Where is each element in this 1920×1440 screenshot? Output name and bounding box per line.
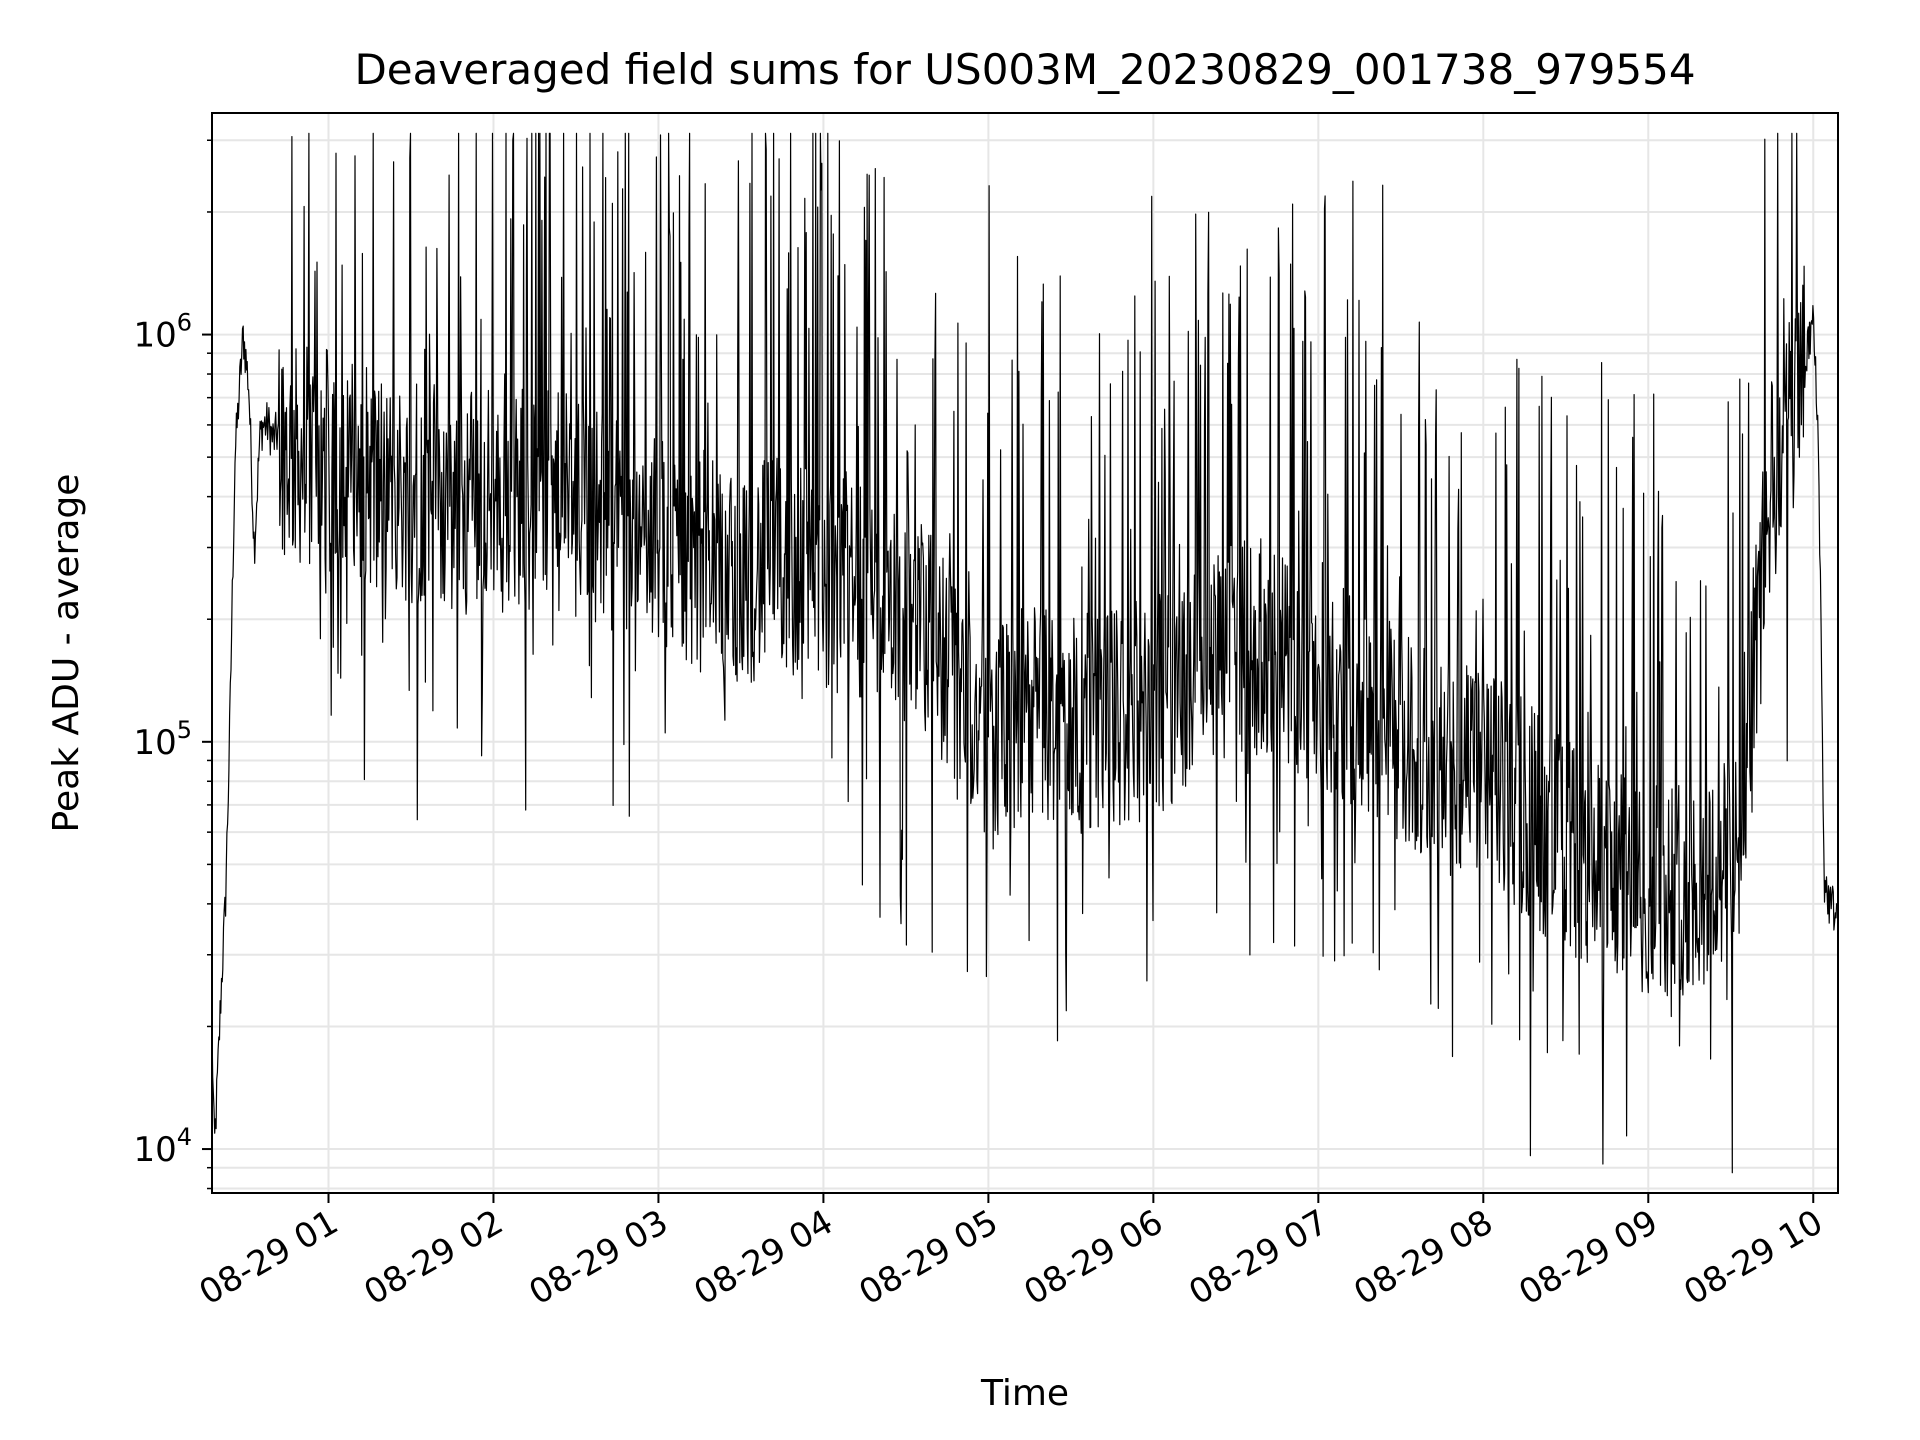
y-tick-label: 104 bbox=[133, 1123, 192, 1170]
series-layer bbox=[211, 132, 1839, 1174]
y-axis-label: Peak ADU - average bbox=[46, 474, 87, 833]
series-line bbox=[211, 132, 1839, 1174]
y-tick-label: 105 bbox=[133, 716, 192, 763]
y-tick-label: 106 bbox=[133, 309, 192, 356]
plot-frame bbox=[211, 112, 1839, 1194]
x-axis-label: Time bbox=[980, 1373, 1069, 1414]
chart-title: Deaveraged field sums for US003M_2023082… bbox=[354, 45, 1695, 94]
